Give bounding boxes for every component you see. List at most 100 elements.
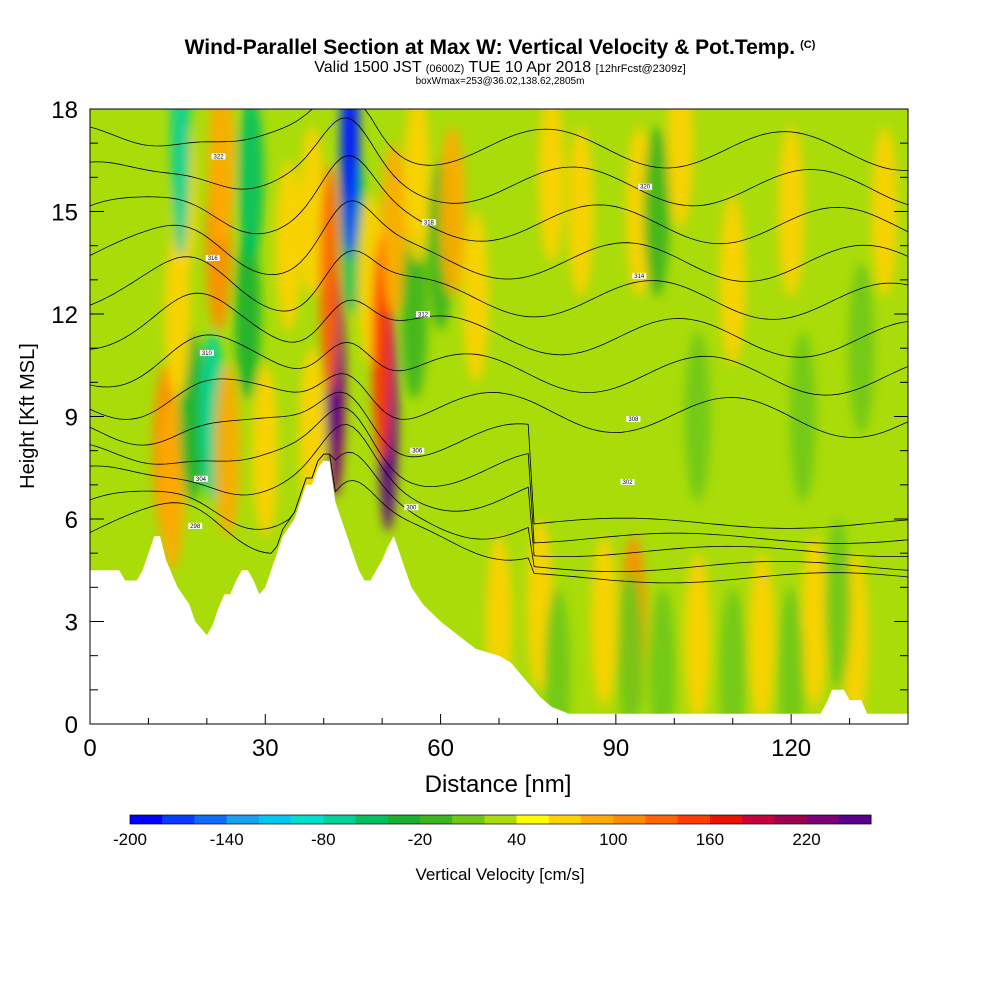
contour-label-bg — [410, 447, 425, 454]
colorbar-tick-label: -20 — [408, 830, 433, 849]
contour-label: 306 — [412, 449, 423, 455]
theta-contour — [90, 292, 908, 358]
velocity-cell — [208, 109, 235, 246]
x-axis-label: Distance [nm] — [425, 771, 572, 798]
velocity-cell — [748, 553, 775, 724]
velocity-cell — [719, 194, 746, 365]
y-tick-label: 18 — [51, 97, 78, 124]
velocity-cell — [567, 126, 594, 297]
velocity-cell — [667, 109, 694, 229]
colorbar-swatch — [291, 815, 324, 824]
valid-time-zulu: (0600Z) — [425, 63, 465, 75]
contour-label: 300 — [406, 505, 417, 511]
theta-contour — [90, 406, 908, 544]
colorbar-tick-label: 100 — [599, 830, 627, 849]
velocity-cell — [404, 109, 431, 263]
colorbar-swatch — [645, 815, 679, 824]
colorbar-swatch — [452, 815, 485, 824]
colorbar-swatch — [548, 815, 582, 824]
contour-label-bg — [211, 153, 226, 160]
theta-contour — [90, 334, 908, 396]
colorbar-swatch — [613, 815, 646, 824]
theta-contour — [90, 109, 908, 171]
contour-label: 310 — [202, 351, 213, 357]
contour-label: 304 — [196, 477, 207, 483]
velocity-cell — [380, 143, 407, 314]
colorbar-swatch — [194, 815, 228, 824]
y-tick-label: 15 — [51, 200, 78, 227]
colorbar-tick-label: -140 — [210, 830, 244, 849]
velocity-cell — [778, 126, 805, 297]
contour-label-bg — [404, 504, 419, 511]
contour-label-bg — [620, 478, 635, 485]
velocity-cell-core — [345, 109, 356, 204]
colorbar-swatch — [258, 815, 292, 824]
colorbar-swatch — [323, 815, 357, 824]
velocity-cell — [684, 553, 711, 724]
velocity-cell — [544, 587, 571, 724]
valid-date: TUE 10 Apr 2018 — [468, 59, 592, 76]
contour-label: 302 — [623, 480, 634, 486]
colorbar-swatch — [516, 815, 550, 824]
velocity-cell — [275, 160, 302, 331]
contour-label-bg — [205, 254, 220, 261]
y-tick-label: 3 — [65, 610, 78, 637]
chart-subtitle: Valid 1500 JST (0600Z) TUE 10 Apr 2018 [… — [0, 59, 1000, 77]
box-max-info: boxWmax=253@36.02,138.62,2805m — [415, 76, 585, 87]
velocity-cell — [170, 109, 191, 259]
colorbar-swatch — [709, 815, 743, 824]
contour-label: 316 — [208, 256, 219, 262]
theta-contour — [90, 424, 908, 557]
contour-label-bg — [416, 311, 431, 318]
colorbar-swatch — [677, 815, 711, 824]
terrain-mask — [90, 460, 908, 724]
colorbar-swatch — [226, 815, 260, 824]
contour-label-bg — [638, 183, 653, 190]
contour-label: 298 — [190, 524, 201, 530]
velocity-cell — [778, 587, 805, 724]
colorbar-swatch — [581, 815, 614, 824]
colorbar-tick-label: -200 — [113, 830, 147, 849]
x-tick-label: 30 — [252, 735, 279, 762]
colorbar-label: Vertical Velocity [cm/s] — [415, 865, 584, 884]
velocity-cell — [319, 164, 340, 395]
colorbar-tick-label: -80 — [311, 830, 336, 849]
contour-label: 320 — [640, 185, 651, 191]
contour-label: 322 — [214, 154, 225, 160]
theta-contour — [90, 451, 908, 572]
velocity-cell — [643, 126, 670, 297]
velocity-cell — [234, 229, 261, 399]
velocity-cell — [401, 229, 428, 399]
contour-label: 318 — [424, 220, 435, 226]
colorbar-swatch — [742, 815, 775, 824]
chart-title-text: Wind-Parallel Section at Max W: Vertical… — [184, 36, 796, 59]
chart-title: Wind-Parallel Section at Max W: Vertical… — [0, 36, 1000, 60]
colorbar-tick-label: 40 — [507, 830, 526, 849]
theta-contour — [90, 117, 908, 207]
axes: 0 30 60 90 120 0 3 6 9 12 15 18 — [51, 97, 908, 762]
colorbar-swatch — [387, 815, 421, 824]
potential-temperature-contours: 298 300 302 304 306 308 310 312 314 316 318 320 322 — [90, 109, 908, 584]
valid-time: Valid 1500 JST — [314, 59, 422, 76]
contour-label-bg — [632, 272, 647, 279]
colorbar-swatch — [806, 815, 840, 824]
x-tick-label: 60 — [427, 735, 454, 762]
y-tick-label: 9 — [65, 405, 78, 432]
theta-contour — [90, 250, 908, 320]
colorbar-frame — [129, 814, 872, 825]
contour-label-bg — [199, 349, 214, 356]
contour-label: 308 — [628, 417, 639, 423]
colorbar-swatch — [355, 815, 389, 824]
velocity-cell — [789, 331, 816, 502]
y-tick-label: 6 — [65, 507, 78, 534]
theta-contour — [90, 155, 908, 245]
theta-contour — [90, 373, 908, 438]
velocity-cell — [848, 263, 875, 434]
copyright-mark: (C) — [800, 39, 816, 51]
contour-label-bg — [421, 219, 436, 226]
plot-area: 298 300 302 304 306 308 310 312 314 316 318 320 322 — [90, 109, 908, 724]
contour-label-bg — [626, 416, 641, 423]
contour-label: 312 — [418, 312, 429, 318]
velocity-cell — [824, 519, 851, 690]
